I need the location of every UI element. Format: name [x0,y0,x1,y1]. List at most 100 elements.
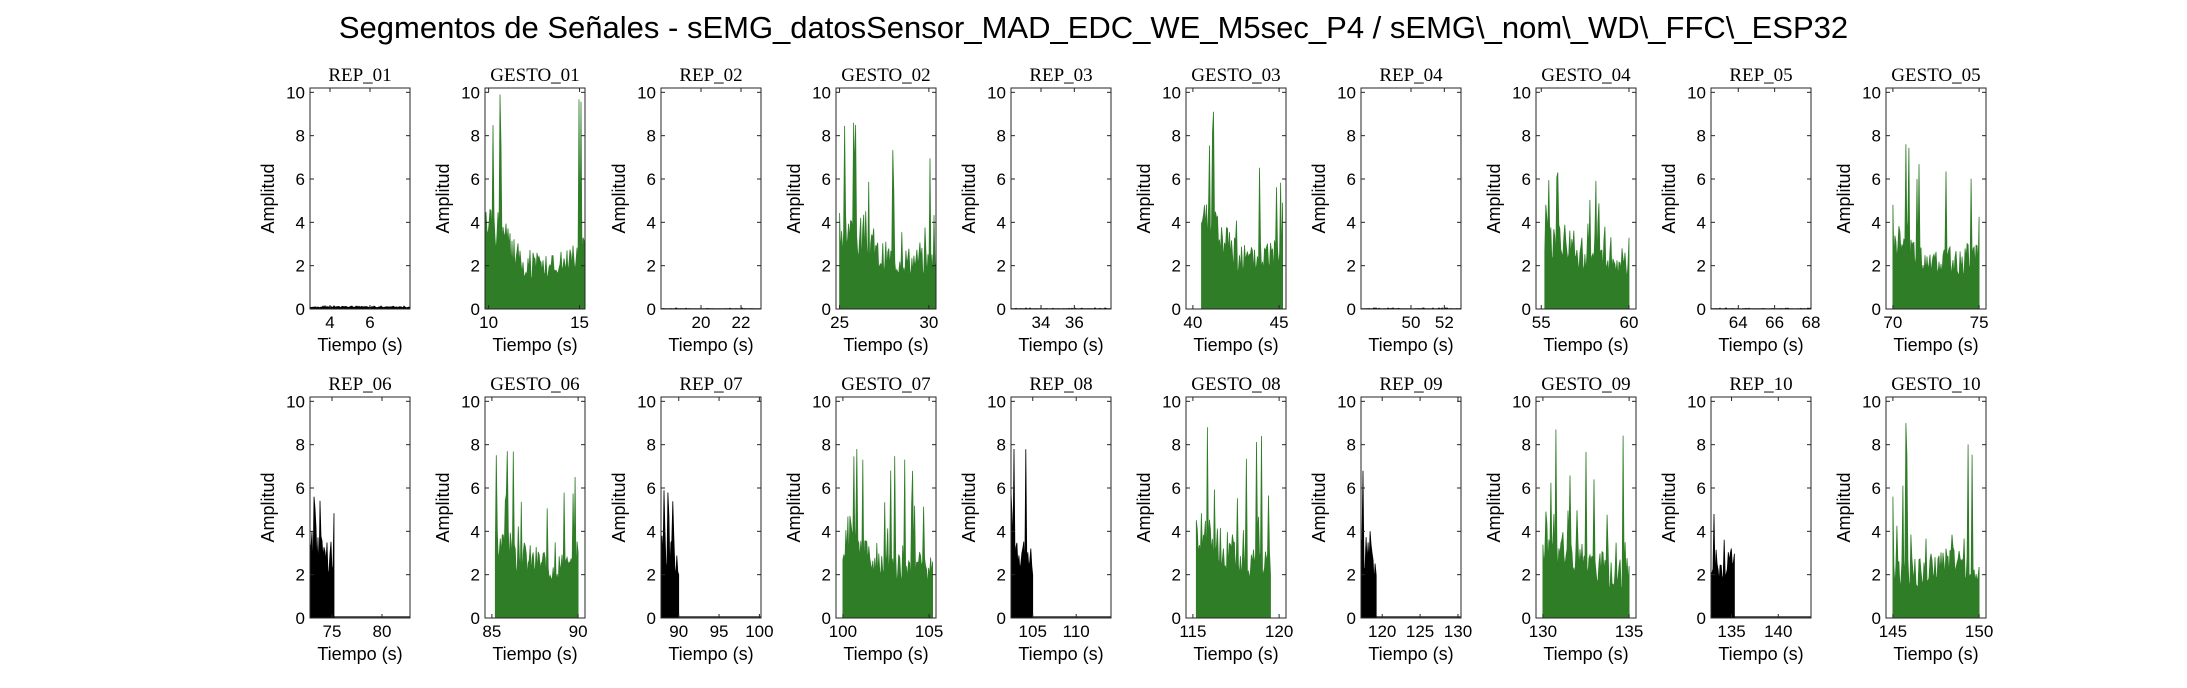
x-axis-label: Tiempo (s) [1368,644,1453,664]
y-tick-label: 0 [647,609,656,628]
x-axis-label: Tiempo (s) [843,644,928,664]
y-tick-label: 2 [647,566,656,585]
y-axis-label: Amplitud [1484,163,1504,233]
y-tick-label: 2 [471,257,480,276]
y-tick-label: 0 [1347,300,1356,319]
axes-box [1010,87,1112,310]
x-tick-label: 25 [830,313,849,332]
y-tick-label: 8 [1697,436,1706,455]
y-tick-label: 2 [296,566,305,585]
y-tick-label: 2 [1697,566,1706,585]
y-tick-label: 8 [1347,127,1356,146]
signal-area-gesto [1544,172,1630,310]
y-tick-label: 10 [637,392,656,411]
y-tick-label: 8 [296,436,305,455]
panel-rep-10: 0 2 4 6 8 10 135 140 REP_10 Tiempo (s) Amplitud [1659,374,1812,664]
y-tick-label: 4 [822,213,831,232]
axes-box [660,87,762,310]
y-tick-label: 2 [647,257,656,276]
panel-gesto-07: 0 2 4 6 8 10 100 105 GESTO_07 Tiempo (s) Amplitud [784,374,943,664]
y-tick-label: 10 [987,83,1006,102]
y-tick-label: 0 [1172,300,1181,319]
panel-title: GESTO_03 [1191,65,1280,86]
y-tick-label: 8 [1347,436,1356,455]
signal-area-gesto [1892,144,1980,310]
x-tick-label: 45 [1270,313,1289,332]
y-tick-label: 4 [1172,522,1181,541]
y-tick-label: 4 [997,522,1006,541]
y-axis-label: Amplitud [1834,163,1854,233]
x-axis-label: Tiempo (s) [1543,644,1628,664]
panel-title: REP_08 [1029,374,1092,395]
panel-title: REP_04 [1379,65,1443,86]
x-tick-label: 36 [1065,313,1084,332]
y-axis-label: Amplitud [959,163,979,233]
y-tick-label: 8 [1697,127,1706,146]
y-tick-label: 0 [1697,609,1706,628]
x-tick-label: 120 [1368,622,1396,641]
panel-title: GESTO_07 [841,374,930,395]
y-tick-label: 2 [1347,566,1356,585]
x-tick-label: 68 [1802,313,1821,332]
y-axis-label: Amplitud [609,163,629,233]
x-axis-label: Tiempo (s) [1368,335,1453,355]
x-tick-label: 140 [1764,622,1792,641]
y-tick-label: 2 [1522,257,1531,276]
y-tick-label: 10 [1162,83,1181,102]
y-tick-label: 2 [822,566,831,585]
signal-area-gesto [1892,422,1980,619]
panel-rep-04: 0 2 4 6 8 10 50 52 REP_04 Tiempo (s) Amplitud [1309,65,1462,355]
x-tick-label: 150 [1965,622,1993,641]
y-tick-label: 6 [1172,170,1181,189]
y-axis-label: Amplitud [784,163,804,233]
y-axis-label: Amplitud [1134,472,1154,542]
y-tick-label: 10 [461,83,480,102]
x-axis-label: Tiempo (s) [1893,335,1978,355]
x-tick-label: 90 [569,622,588,641]
y-tick-label: 10 [987,392,1006,411]
x-tick-label: 145 [1879,622,1907,641]
y-tick-label: 6 [1347,479,1356,498]
x-axis-label: Tiempo (s) [843,335,928,355]
y-tick-label: 6 [1522,479,1531,498]
x-tick-label: 60 [1620,313,1639,332]
panel-rep-02: 0 2 4 6 8 10 20 22 REP_02 Tiempo (s) Amplitud [609,65,762,355]
y-tick-label: 2 [1872,257,1881,276]
y-tick-label: 0 [647,300,656,319]
x-tick-label: 20 [692,313,711,332]
y-tick-label: 8 [1522,127,1531,146]
y-tick-label: 4 [1347,522,1356,541]
signal-area-rep [1010,448,1034,619]
x-axis-label: Tiempo (s) [1193,644,1278,664]
panel-title: REP_02 [679,65,742,86]
y-tick-label: 6 [1872,170,1881,189]
y-tick-label: 2 [296,257,305,276]
panel-gesto-06: 0 2 4 6 8 10 85 90 GESTO_06 Tiempo (s) Amplitud [433,374,588,664]
axes-box [1710,396,1812,619]
y-axis-label: Amplitud [1659,163,1679,233]
x-tick-label: 105 [1019,622,1047,641]
y-tick-label: 4 [647,213,656,232]
y-tick-label: 10 [286,392,305,411]
y-tick-label: 4 [1872,213,1881,232]
panel-rep-09: 0 2 4 6 8 10 120 125 130 REP_09 Tiempo (s) Amplitud [1309,374,1472,664]
y-tick-label: 0 [822,609,831,628]
y-tick-label: 0 [1872,300,1881,319]
signal-area-gesto [484,94,586,310]
axes-box [309,396,411,619]
signal-area-rep [1710,513,1735,619]
y-axis-label: Amplitud [1309,163,1329,233]
y-tick-label: 10 [812,83,831,102]
y-tick-label: 0 [822,300,831,319]
x-tick-label: 15 [570,313,589,332]
x-axis-label: Tiempo (s) [1193,335,1278,355]
y-tick-label: 4 [1347,213,1356,232]
y-tick-label: 6 [1347,170,1356,189]
panel-title: GESTO_05 [1891,65,1980,86]
x-axis-label: Tiempo (s) [317,335,402,355]
panel-title: GESTO_06 [490,374,579,395]
y-tick-label: 0 [296,609,305,628]
panel-title: GESTO_04 [1541,65,1631,86]
y-tick-label: 6 [1872,479,1881,498]
y-tick-label: 0 [471,300,480,319]
